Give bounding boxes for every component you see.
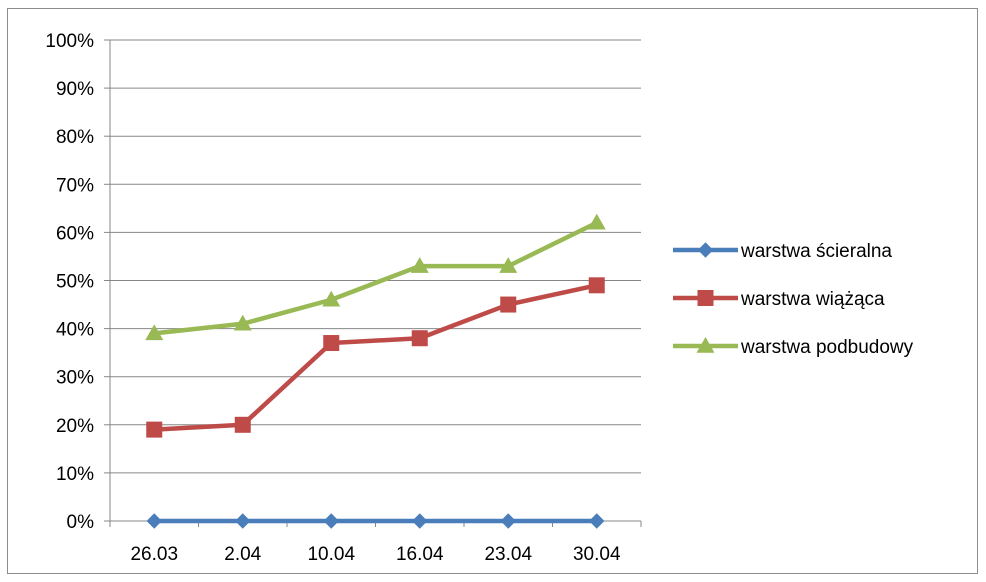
y-tick-label: 0% [67,512,95,533]
x-tick-label: 30.04 [573,544,621,565]
y-tick-label: 80% [56,127,94,148]
data-point [323,335,340,352]
legend-label: warstwa wiążąca [740,289,885,310]
y-tick-label: 10% [56,464,94,485]
data-point [146,421,163,438]
series-2 [146,277,605,438]
legend-label: warstwa podbudowy [740,337,914,358]
x-tick-label: 2.04 [224,544,261,565]
data-point [412,513,428,529]
data-point [411,330,428,347]
data-point [322,290,341,307]
legend-marker [697,242,714,258]
data-point [500,513,516,529]
legend-marker [696,337,715,353]
series-line [154,220,598,336]
y-tick-label: 40% [56,320,94,341]
data-point [234,416,251,433]
y-tick-label: 30% [56,368,94,389]
legend-item: warstwa ścieralna [673,241,892,262]
y-tick-label: 60% [56,223,94,244]
y-tick-label: 70% [56,175,94,196]
series-1 [146,513,605,529]
x-tick-label: 26.03 [130,544,178,565]
data-point [146,513,162,529]
y-tick-label: 100% [45,31,94,52]
data-point [233,314,252,331]
data-point [589,513,605,529]
legend-item: warstwa podbudowy [673,337,914,358]
chart-frame [7,8,978,574]
data-point [587,213,606,230]
x-tick-label: 10.04 [307,544,355,565]
data-point [588,277,605,294]
x-tick-label: 23.04 [484,544,532,565]
legend-item: warstwa wiążąca [673,289,885,310]
x-tick-label: 16.04 [396,544,444,565]
data-point [145,324,164,341]
legend-label: warstwa ścieralna [740,241,892,262]
y-tick-label: 50% [56,272,94,293]
series-line [154,283,598,432]
y-tick-label: 20% [56,416,94,437]
data-point [235,513,251,529]
series-group [145,213,606,529]
y-tick-labels: 0% 10% 20% 30% 40% 50% 60% 70% 80% 90% 100% [45,31,94,533]
data-point [499,257,518,273]
gridlines [110,39,641,474]
legend: warstwa ścieralna warstwa wiążąca warstwa … [673,241,914,358]
legend-marker [697,290,714,306]
series-3 [145,213,606,341]
data-point [323,513,339,529]
x-tick-labels: 26.03 2.04 10.04 16.04 23.04 30.04 [130,544,620,565]
y-tick-label: 90% [56,79,94,100]
data-point [410,257,429,273]
data-point [500,296,517,313]
